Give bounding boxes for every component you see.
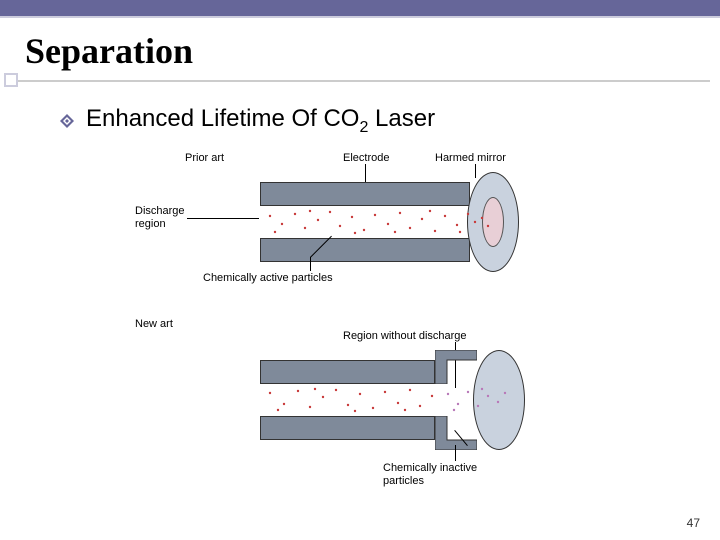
page-number: 47 [687,516,700,530]
bullet-post: Laser [368,105,435,132]
prior-electrode-top [260,182,470,206]
divider [10,80,710,82]
label-new-art: New art [135,318,173,331]
new-electrode-bottom [260,416,435,440]
corner-decoration [4,73,18,87]
page-title: Separation [25,30,193,72]
leader-electrode [365,164,366,182]
bullet-text: Enhanced Lifetime Of CO2 Laser [86,105,435,137]
new-dots-inactive [440,384,518,416]
new-l-top [435,350,477,384]
bullet-item: Enhanced Lifetime Of CO2 Laser [60,105,435,137]
leader-discharge [187,218,259,219]
prior-electrode-bottom [260,238,470,262]
label-active-particles: Chemically active particles [203,272,333,285]
new-dots-active [260,384,440,416]
prior-dots [260,206,500,238]
label-harmed-mirror: Harmed mirror [435,152,506,165]
label-discharge-region: Discharge region [135,205,185,231]
diagram: Prior art Electrode Harmed mirror Discha… [135,150,605,490]
label-inactive-particles: Chemically inactive particles [383,462,477,488]
diamond-bullet-icon [60,114,74,128]
label-region-without: Region without discharge [343,330,467,343]
top-bar [0,0,720,18]
leader-inactive [455,445,456,461]
new-electrode-top [260,360,435,384]
leader-active [310,257,311,271]
leader-mirror [475,164,476,178]
label-prior-art: Prior art [185,152,224,165]
bullet-pre: Enhanced Lifetime Of CO [86,105,359,132]
label-electrode: Electrode [343,152,389,165]
